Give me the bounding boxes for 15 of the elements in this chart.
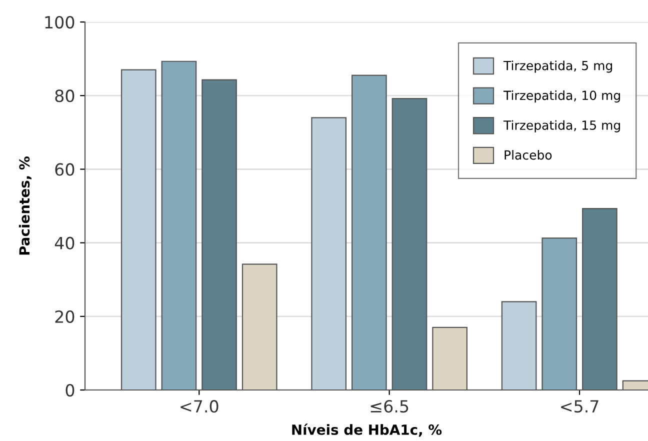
x-tick-label: <7.0 bbox=[180, 400, 218, 413]
legend-label: Tirzepatida, 5 mg bbox=[503, 60, 612, 73]
legend-label: Tirzepatida, 10 mg bbox=[503, 90, 620, 103]
y-tick-label: 0 bbox=[66, 384, 74, 397]
x-axis-title: Níveis de HbA1c, % bbox=[292, 424, 442, 437]
legend-label: Tirzepatida, 15 mg bbox=[503, 120, 620, 132]
x-tick-label: ≤6.5 bbox=[370, 400, 408, 413]
x-tick-label: <5.7 bbox=[561, 400, 598, 413]
legend-label: Placebo bbox=[504, 150, 552, 160]
y-tick-label: 40 bbox=[54, 236, 74, 250]
y-tick-label: 60 bbox=[55, 163, 74, 176]
y-axis-title: Pacientes, % bbox=[18, 156, 32, 255]
y-tick-label: 100 bbox=[45, 16, 74, 29]
y-tick-label: 20 bbox=[55, 310, 74, 323]
y-tick-label: 80 bbox=[55, 90, 74, 102]
